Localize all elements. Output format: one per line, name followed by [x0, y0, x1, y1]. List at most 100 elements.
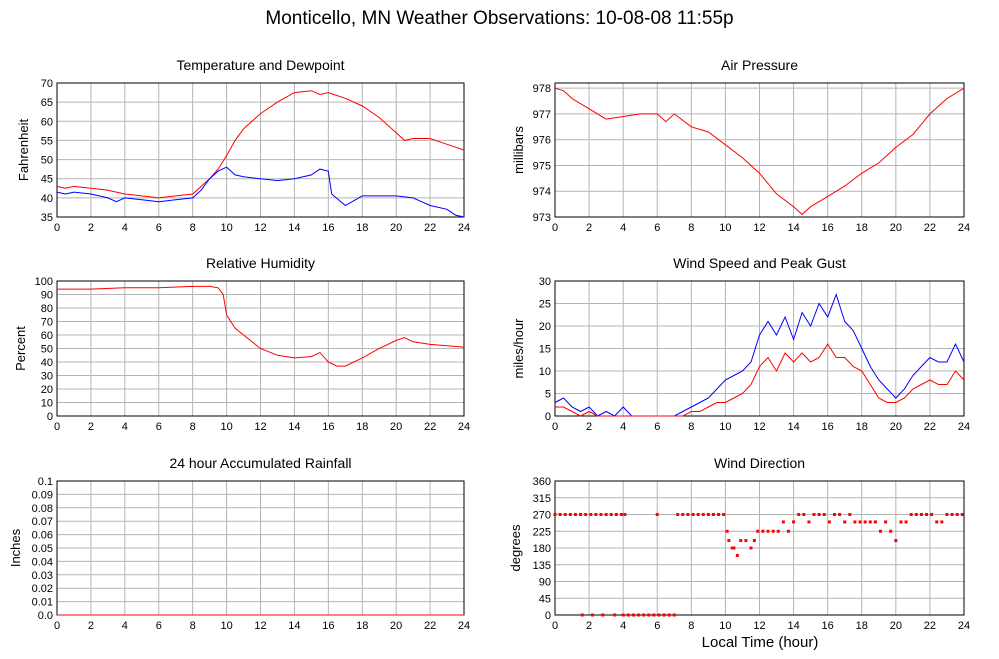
y-tick-label: 15: [539, 344, 551, 356]
x-tick-label: 8: [190, 620, 196, 632]
x-tick-label: 8: [190, 222, 196, 234]
x-tick-label: 14: [288, 222, 300, 234]
x-tick-label: 6: [156, 620, 162, 632]
data-point: [909, 513, 913, 516]
data-point: [717, 513, 721, 516]
y-tick-label: 40: [41, 357, 53, 369]
x-tick-label: 14: [787, 222, 799, 234]
data-point: [827, 520, 831, 524]
x-tick-label: 2: [88, 620, 94, 632]
data-point: [858, 520, 862, 524]
y-tick-label: 0.01: [32, 597, 53, 609]
y-tick-label: 60: [41, 330, 53, 342]
y-axis-label: degrees: [508, 524, 523, 571]
series-line: [554, 87, 965, 216]
x-tick-label: 18: [356, 222, 368, 234]
x-tick-label: 0: [54, 222, 60, 234]
data-point: [749, 546, 753, 550]
x-tick-label: 18: [856, 222, 868, 234]
y-tick-label: 60: [41, 116, 53, 128]
data-point: [619, 513, 623, 516]
x-tick-label: 18: [856, 620, 868, 632]
x-tick-label: 12: [254, 421, 266, 433]
y-tick-label: 0.08: [32, 503, 53, 515]
data-point: [701, 513, 705, 516]
data-point: [781, 520, 785, 524]
plot-frame: [554, 480, 965, 616]
x-tick-label: 0: [552, 421, 558, 433]
data-point: [642, 613, 646, 617]
x-tick-label: 10: [719, 222, 731, 234]
y-tick-label: 70: [41, 317, 53, 329]
x-tick-label: 24: [958, 421, 970, 433]
data-point: [756, 529, 760, 533]
x-tick-label: 22: [924, 620, 936, 632]
y-tick-label: 973: [533, 212, 551, 224]
y-tick-label: 40: [41, 193, 53, 205]
x-tick-label: 20: [890, 222, 902, 234]
y-axis-label: Fahrenheit: [16, 119, 31, 182]
y-axis-label: Inches: [8, 528, 23, 567]
data-point: [802, 513, 806, 516]
x-tick-label: 2: [88, 222, 94, 234]
series-line: [554, 292, 965, 417]
y-axis-label: miles/hour: [511, 318, 526, 379]
y-tick-label: 30: [539, 276, 551, 288]
x-tick-label: 4: [620, 222, 626, 234]
data-point: [613, 613, 617, 617]
data-point: [822, 513, 826, 516]
data-point: [894, 539, 898, 543]
x-tick-label: 6: [654, 620, 660, 632]
x-tick-label: 0: [552, 222, 558, 234]
y-tick-label: 0.02: [32, 583, 53, 595]
y-tick-label: 30: [41, 371, 53, 383]
y-tick-label: 50: [41, 155, 53, 167]
data-point: [732, 546, 736, 550]
data-point: [838, 513, 842, 516]
y-tick-label: 50: [41, 344, 53, 356]
y-tick-label: 0.0: [38, 610, 53, 622]
x-axis-label: Local Time (hour): [701, 634, 819, 651]
x-tick-label: 22: [924, 222, 936, 234]
data-point: [761, 529, 765, 533]
x-tick-label: 20: [390, 222, 402, 234]
data-point: [553, 513, 557, 516]
data-point: [696, 513, 700, 516]
data-point: [657, 613, 661, 617]
data-point: [609, 513, 613, 516]
x-tick-label: 4: [620, 421, 626, 433]
x-tick-label: 24: [958, 222, 970, 234]
data-point: [832, 513, 836, 516]
x-tick-label: 12: [753, 620, 765, 632]
x-tick-label: 22: [424, 620, 436, 632]
data-point: [853, 520, 857, 524]
series-line: [56, 90, 465, 199]
data-point: [725, 529, 729, 533]
y-tick-label: 180: [533, 543, 551, 555]
x-tick-label: 2: [88, 421, 94, 433]
x-tick-label: 8: [688, 222, 694, 234]
x-tick-label: 10: [220, 421, 232, 433]
y-tick-label: 20: [41, 384, 53, 396]
x-tick-label: 10: [719, 620, 731, 632]
y-tick-label: 135: [533, 560, 551, 572]
data-point: [614, 513, 618, 516]
data-point: [573, 513, 577, 516]
data-point: [637, 613, 641, 617]
data-point: [766, 529, 770, 533]
data-point: [904, 520, 908, 524]
data-point: [868, 520, 872, 524]
x-tick-label: 16: [822, 421, 834, 433]
y-tick-label: 5: [545, 389, 551, 401]
y-tick-label: 55: [41, 135, 53, 147]
data-point: [601, 613, 605, 617]
y-tick-label: 10: [41, 398, 53, 410]
data-point: [940, 520, 944, 524]
data-point: [652, 613, 656, 617]
x-tick-label: 6: [654, 222, 660, 234]
data-point: [884, 520, 888, 524]
y-tick-label: 0: [545, 610, 551, 622]
data-point: [662, 613, 666, 617]
data-point: [792, 520, 796, 524]
